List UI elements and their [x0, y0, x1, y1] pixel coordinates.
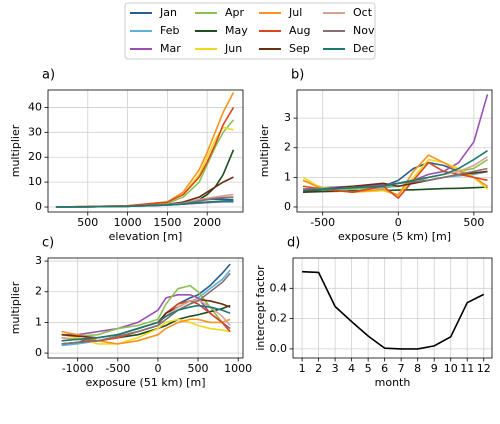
panel-label: c) — [42, 236, 54, 251]
y-tick-label: 0 — [284, 200, 291, 213]
y-tick-label: 20 — [28, 150, 42, 163]
legend-label: Feb — [160, 24, 179, 37]
x-tick-label: 6 — [381, 362, 388, 375]
y-axis-label: intercept factor — [254, 265, 267, 351]
y-axis-label: multiplier — [258, 124, 271, 177]
x-axis-label: elevation [m] — [109, 230, 183, 243]
legend-label: Nov — [353, 24, 375, 37]
y-axis-label: multiplier — [9, 124, 22, 177]
series-line — [61, 318, 231, 345]
axes-frame — [47, 89, 244, 213]
y-tick-label: 0 — [35, 200, 42, 213]
y-tick-label: 1 — [284, 170, 291, 183]
subplot: 500 1000 1500 2000 0 10 20 30 40 a) elevation [m] m… — [9, 68, 244, 243]
axes-frame — [296, 89, 493, 213]
subplot: -1000 -500 0 500 1000 0 1 2 3c) exposure (51 km) … — [9, 236, 252, 390]
legend-label: Mar — [160, 42, 181, 55]
series-line — [61, 272, 231, 345]
y-axis-label: multiplier — [9, 281, 22, 334]
x-tick-label: 1 — [299, 362, 306, 375]
legend-label: Jun — [224, 42, 242, 55]
series-line — [302, 150, 488, 192]
y-tick-label: 3 — [35, 254, 42, 267]
y-tick-label: 30 — [28, 125, 42, 138]
x-tick-label: 500 — [77, 216, 98, 229]
legend-label: Sep — [289, 42, 310, 55]
y-tick-label: 3 — [284, 111, 291, 124]
panel-label: d) — [287, 236, 300, 251]
legend-label: Apr — [225, 6, 245, 19]
legend-box — [124, 2, 376, 60]
x-tick-label: 3 — [332, 362, 339, 375]
x-tick-label: 1500 — [153, 216, 181, 229]
y-tick-label: 0.4 — [270, 281, 288, 294]
x-axis-label: exposure (51 km) [m] — [85, 376, 205, 389]
x-tick-label: 0 — [154, 362, 161, 375]
x-tick-label: 10 — [444, 362, 458, 375]
subplot: 1 2 3 4 5 6 7 8 9 10 11 120.00.20.4d)monthintercept… — [254, 236, 493, 389]
panel-label: b) — [291, 68, 304, 83]
x-tick-label: -1000 — [62, 362, 94, 375]
x-tick-label: -500 — [105, 362, 130, 375]
series-line — [302, 270, 485, 350]
axes-frame — [292, 257, 493, 359]
legend-label: Aug — [289, 24, 310, 37]
x-tick-label: 1000 — [114, 216, 142, 229]
subplot: -500 0 500 0 1 2 3 b) exposure (5 km) [m] multipl… — [258, 68, 493, 243]
y-tick-label: 40 — [28, 100, 42, 113]
x-tick-label: 5 — [365, 362, 372, 375]
x-tick-label: 12 — [477, 362, 491, 375]
x-tick-label: 500 — [188, 362, 209, 375]
x-tick-label: 1000 — [224, 362, 252, 375]
x-tick-label: 2 — [315, 362, 322, 375]
legend-label: May — [225, 24, 248, 37]
y-tick-label: 0 — [35, 346, 42, 359]
panel-label: a) — [42, 68, 55, 83]
legend-label: Dec — [353, 42, 374, 55]
x-tick-label: 0 — [395, 216, 402, 229]
y-tick-label: 0.0 — [270, 342, 288, 355]
series-line — [61, 304, 231, 342]
legend-label: Jan — [159, 6, 177, 19]
y-tick-label: 1 — [35, 315, 42, 328]
x-axis-label: month — [375, 376, 411, 389]
x-tick-label: -500 — [310, 216, 335, 229]
x-tick-label: 500 — [463, 216, 484, 229]
axes-frame — [47, 257, 244, 359]
y-tick-label: 2 — [35, 285, 42, 298]
x-tick-label: 4 — [348, 362, 355, 375]
legend-label: Jul — [288, 6, 302, 19]
x-tick-label: 7 — [398, 362, 405, 375]
x-tick-label: 11 — [460, 362, 474, 375]
series-line — [55, 200, 234, 208]
x-tick-label: 2000 — [193, 216, 221, 229]
legend-label: Oct — [353, 6, 373, 19]
y-tick-label: 10 — [28, 175, 42, 188]
y-tick-label: 0.2 — [270, 312, 288, 325]
y-tick-label: 2 — [284, 141, 291, 154]
x-tick-label: 9 — [431, 362, 438, 375]
x-axis-label: exposure (5 km) [m] — [338, 230, 451, 243]
x-tick-label: 8 — [414, 362, 421, 375]
